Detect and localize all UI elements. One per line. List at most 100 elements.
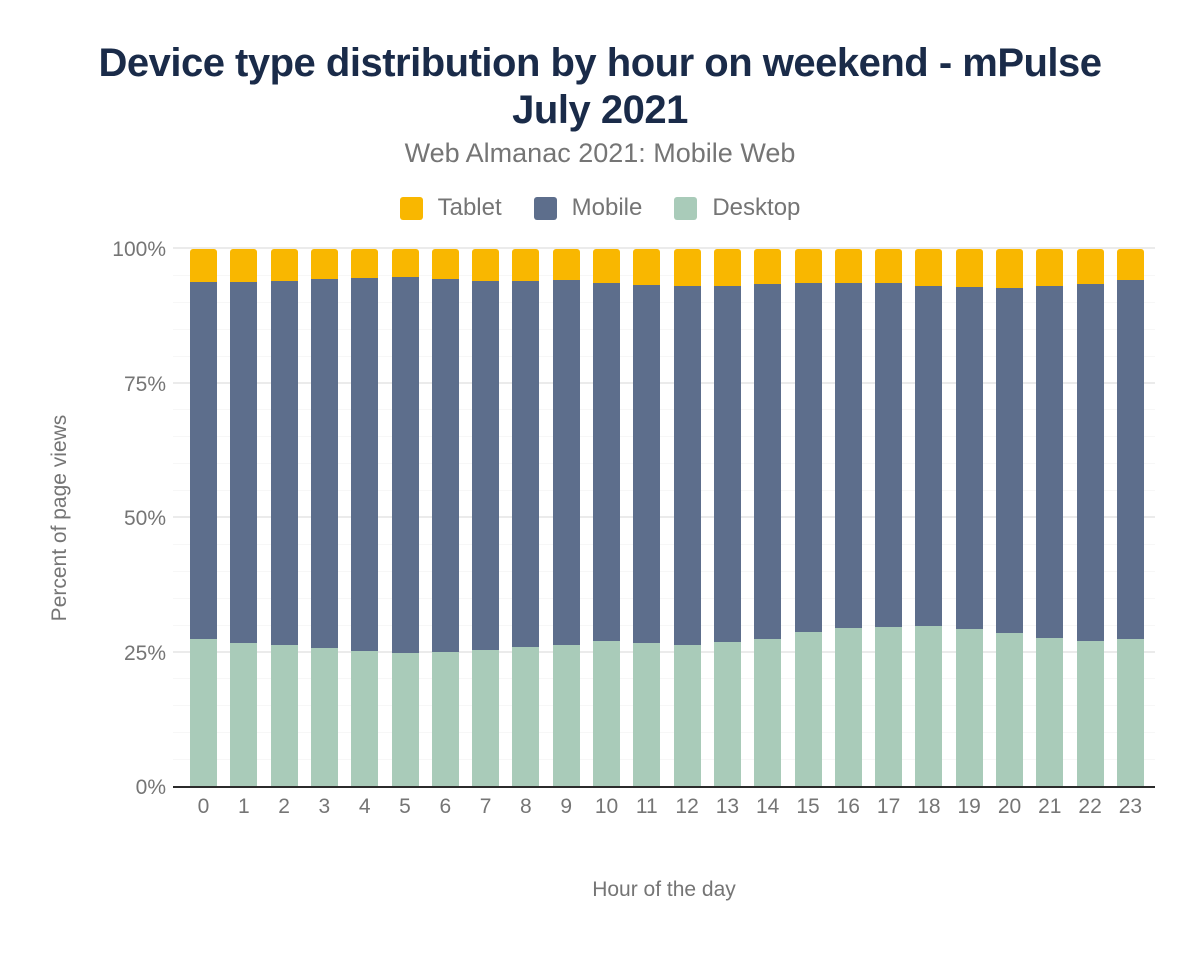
bar-segment-mobile-hour-3[interactable] <box>310 279 338 649</box>
bar-segment-desktop-hour-21[interactable] <box>1036 638 1064 787</box>
bar-segment-tablet-hour-2[interactable] <box>270 249 298 282</box>
bar-segment-mobile-hour-1[interactable] <box>230 282 258 644</box>
bar-segment-tablet-hour-19[interactable] <box>955 249 983 288</box>
legend-swatch-desktop <box>674 196 698 220</box>
bar-segment-tablet-hour-11[interactable] <box>633 249 661 286</box>
legend-item-desktop[interactable]: Desktop <box>674 194 800 222</box>
bar-segment-mobile-hour-21[interactable] <box>1036 286 1064 639</box>
bar-segment-tablet-hour-6[interactable] <box>431 249 459 280</box>
bar-segment-desktop-hour-9[interactable] <box>552 644 580 787</box>
bar-segment-tablet-hour-0[interactable] <box>190 249 217 282</box>
bar-segment-desktop-hour-7[interactable] <box>472 649 500 787</box>
bar-segment-tablet-hour-23[interactable] <box>1116 249 1144 281</box>
legend-item-tablet[interactable]: Tablet <box>399 194 502 222</box>
bar-segment-desktop-hour-20[interactable] <box>996 633 1023 787</box>
bar-segment-mobile-hour-5[interactable] <box>391 276 419 654</box>
x-tick-label: 10 <box>594 795 619 818</box>
bar-hour-21 <box>1036 249 1064 787</box>
bar-segment-mobile-hour-11[interactable] <box>633 285 661 643</box>
x-tick-label: 15 <box>796 795 820 818</box>
bar-segment-tablet-hour-21[interactable] <box>1036 249 1064 287</box>
bar-segment-mobile-hour-17[interactable] <box>875 282 903 627</box>
bar-segment-mobile-hour-2[interactable] <box>270 281 298 646</box>
bar-segment-desktop-hour-13[interactable] <box>713 641 741 787</box>
bar-segment-tablet-hour-16[interactable] <box>834 249 862 283</box>
x-tick-label: 17 <box>876 795 901 818</box>
bar-segment-desktop-hour-22[interactable] <box>1076 640 1104 787</box>
x-tick-label: 7 <box>479 795 492 818</box>
bar-segment-tablet-hour-13[interactable] <box>713 249 741 286</box>
bar-hour-1 <box>230 249 258 787</box>
bar-segment-mobile-hour-9[interactable] <box>552 280 580 645</box>
bar-segment-desktop-hour-1[interactable] <box>230 643 258 787</box>
bar-segment-mobile-hour-23[interactable] <box>1116 280 1144 640</box>
bar-segment-tablet-hour-17[interactable] <box>875 249 903 283</box>
gridline-95 <box>173 274 1155 276</box>
bar-hour-19 <box>955 249 983 787</box>
bar-segment-desktop-hour-16[interactable] <box>834 627 862 787</box>
bar-segment-desktop-hour-12[interactable] <box>673 644 701 787</box>
legend-label: Desktop <box>712 194 801 221</box>
bar-segment-mobile-hour-22[interactable] <box>1076 283 1104 641</box>
bar-hour-16 <box>834 249 862 787</box>
bar-segment-tablet-hour-10[interactable] <box>593 249 620 283</box>
y-axis-title: Percent of page views <box>48 414 71 622</box>
x-tick-label: 18 <box>917 795 941 818</box>
bar-segment-tablet-hour-14[interactable] <box>754 249 782 284</box>
gridline-90 <box>173 301 1155 303</box>
bar-segment-desktop-hour-17[interactable] <box>875 626 903 787</box>
bar-segment-desktop-hour-6[interactable] <box>431 652 459 787</box>
bar-segment-mobile-hour-14[interactable] <box>754 283 782 639</box>
bar-segment-mobile-hour-20[interactable] <box>996 288 1023 634</box>
bar-segment-desktop-hour-23[interactable] <box>1116 639 1144 787</box>
bar-segment-mobile-hour-8[interactable] <box>512 281 540 647</box>
bar-segment-tablet-hour-9[interactable] <box>552 249 580 281</box>
bar-segment-desktop-hour-18[interactable] <box>915 626 943 787</box>
gridline-10 <box>173 732 1155 734</box>
y-tick-label: 75% <box>123 372 166 396</box>
bar-segment-tablet-hour-20[interactable] <box>996 249 1023 289</box>
bar-segment-desktop-hour-11[interactable] <box>633 642 661 787</box>
bar-segment-tablet-hour-18[interactable] <box>915 249 943 286</box>
x-tick-label: 4 <box>358 795 371 818</box>
gridline-30 <box>173 624 1155 626</box>
bar-segment-desktop-hour-3[interactable] <box>310 648 338 787</box>
y-tick-label: 25% <box>123 641 166 665</box>
bar-segment-mobile-hour-6[interactable] <box>431 279 459 653</box>
bar-segment-desktop-hour-2[interactable] <box>270 645 298 787</box>
legend-item-mobile[interactable]: Mobile <box>533 194 642 222</box>
bar-segment-desktop-hour-8[interactable] <box>512 646 540 787</box>
bar-segment-tablet-hour-1[interactable] <box>230 249 258 283</box>
bar-segment-mobile-hour-12[interactable] <box>673 285 701 645</box>
gridline-85 <box>173 328 1155 330</box>
bar-segment-mobile-hour-0[interactable] <box>190 281 217 640</box>
bar-hour-8 <box>512 249 540 787</box>
bar-segment-desktop-hour-14[interactable] <box>754 638 782 787</box>
bar-segment-desktop-hour-4[interactable] <box>351 651 379 787</box>
bar-segment-mobile-hour-4[interactable] <box>351 277 379 652</box>
bar-segment-tablet-hour-5[interactable] <box>391 249 419 277</box>
bar-segment-tablet-hour-4[interactable] <box>351 249 379 278</box>
bar-segment-mobile-hour-18[interactable] <box>915 285 943 627</box>
bar-segment-tablet-hour-8[interactable] <box>512 249 540 282</box>
bar-segment-desktop-hour-19[interactable] <box>955 629 983 787</box>
bar-hour-4 <box>351 249 379 787</box>
bar-segment-mobile-hour-15[interactable] <box>794 282 822 632</box>
bar-segment-desktop-hour-15[interactable] <box>794 631 822 787</box>
bar-segment-tablet-hour-3[interactable] <box>310 249 338 280</box>
bar-segment-desktop-hour-10[interactable] <box>593 640 620 787</box>
x-tick-label: 19 <box>957 795 981 818</box>
bar-segment-tablet-hour-22[interactable] <box>1076 249 1104 284</box>
x-tick-label: 6 <box>439 795 452 818</box>
bar-segment-desktop-hour-0[interactable] <box>190 639 217 787</box>
bar-segment-tablet-hour-15[interactable] <box>794 249 822 283</box>
bar-segment-tablet-hour-7[interactable] <box>472 249 500 282</box>
bar-segment-desktop-hour-5[interactable] <box>391 653 419 787</box>
bar-segment-mobile-hour-13[interactable] <box>713 285 741 642</box>
bar-segment-tablet-hour-12[interactable] <box>673 249 701 286</box>
bar-segment-mobile-hour-10[interactable] <box>593 282 620 641</box>
bar-segment-mobile-hour-19[interactable] <box>955 287 983 630</box>
bar-segment-mobile-hour-7[interactable] <box>472 281 500 650</box>
bar-segment-mobile-hour-16[interactable] <box>834 282 862 628</box>
